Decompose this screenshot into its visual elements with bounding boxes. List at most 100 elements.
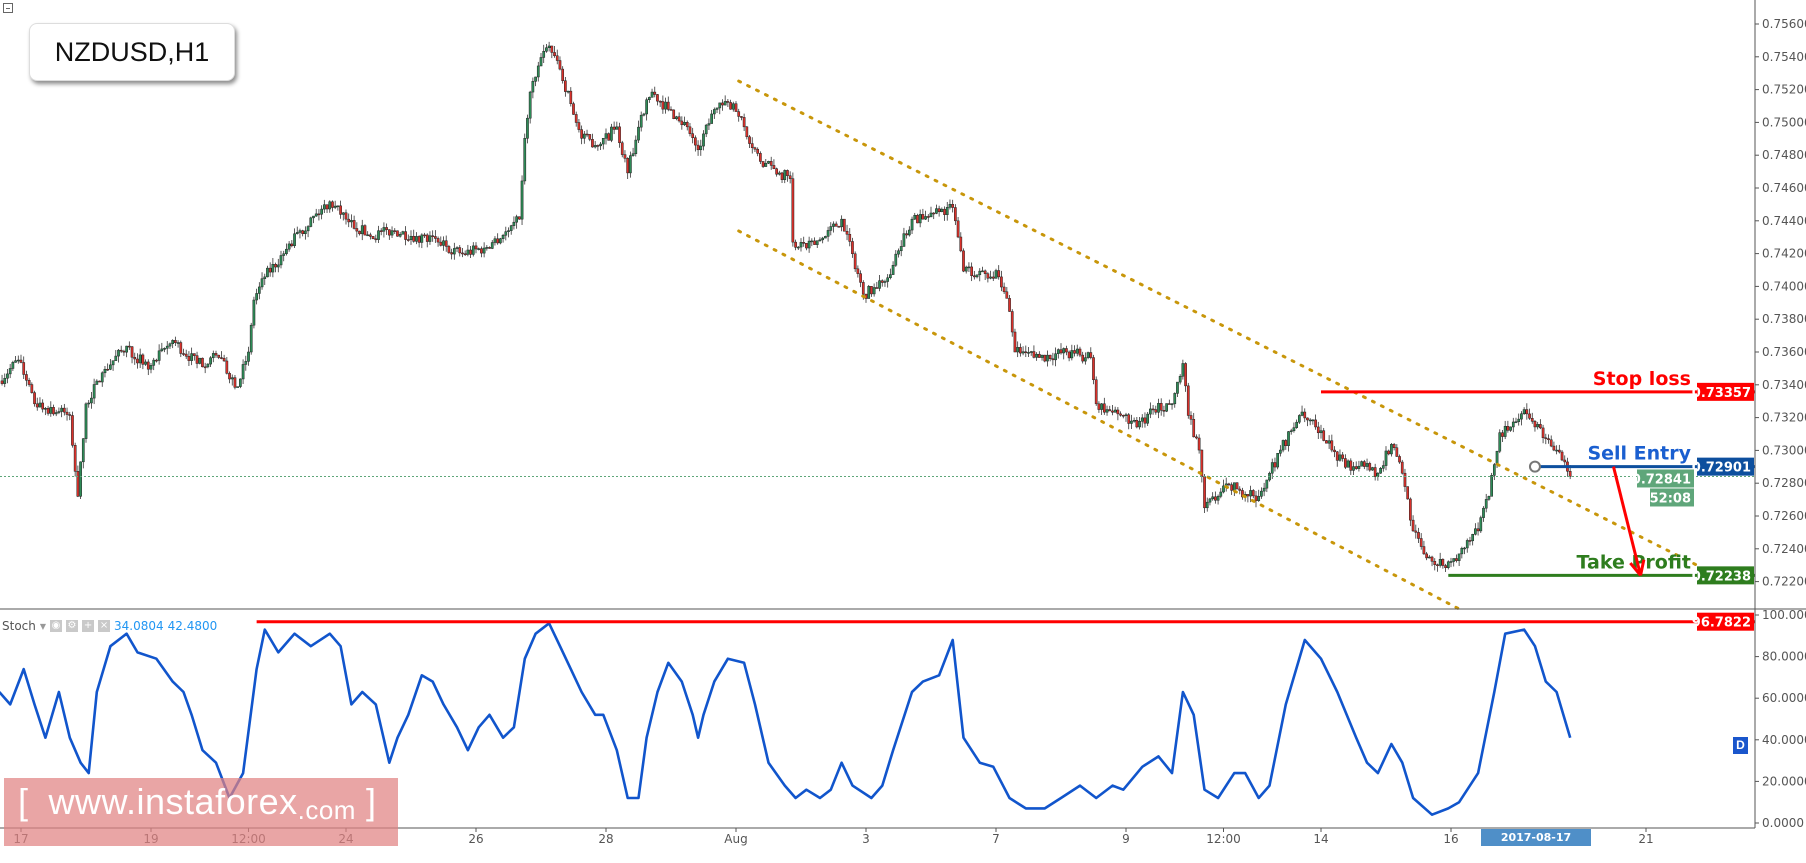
candle	[144, 361, 147, 365]
candle	[1568, 470, 1572, 477]
candle	[856, 268, 860, 274]
candle	[691, 133, 695, 138]
candle	[1357, 465, 1361, 469]
stoch-pane	[0, 620, 1755, 817]
candle	[883, 281, 887, 283]
candle	[73, 445, 77, 472]
candle	[813, 240, 816, 245]
candle	[618, 126, 621, 144]
candle	[1425, 553, 1428, 559]
candle	[214, 353, 218, 356]
candle	[742, 117, 746, 128]
candle	[1511, 421, 1515, 428]
candle	[458, 247, 462, 254]
candle	[1075, 348, 1079, 354]
candle	[504, 231, 508, 236]
candle	[266, 267, 269, 278]
eye-icon[interactable]: ◉	[50, 620, 63, 632]
candle	[317, 213, 321, 216]
candle	[1308, 419, 1312, 422]
indicator-name[interactable]: Stoch	[2, 619, 36, 633]
stoch-level-tag: 96.7822	[1692, 616, 1751, 631]
candle	[1517, 418, 1521, 422]
candle	[1208, 498, 1212, 503]
candle	[669, 109, 673, 111]
minimize-icon[interactable]	[3, 3, 13, 13]
settings-icon[interactable]: ⚙	[66, 620, 79, 632]
candle	[203, 366, 207, 369]
candle	[1487, 496, 1491, 500]
candle	[406, 239, 410, 241]
candle	[333, 205, 337, 208]
close-icon[interactable]: ×	[98, 620, 111, 632]
candle	[1016, 347, 1020, 353]
candle	[759, 153, 762, 162]
candle	[569, 90, 573, 104]
candle	[750, 143, 754, 148]
candle	[1276, 453, 1280, 468]
candle	[252, 299, 256, 326]
candle	[6, 373, 9, 379]
candle	[1227, 483, 1231, 486]
candle	[1281, 440, 1285, 451]
candle	[33, 392, 36, 405]
candle	[1046, 354, 1049, 362]
candle	[1381, 465, 1385, 469]
price-tick-label: 0.72200	[1762, 575, 1806, 589]
candle	[601, 137, 605, 145]
candle	[1287, 431, 1290, 446]
candle	[745, 126, 749, 138]
candle	[1333, 449, 1336, 453]
candle	[783, 170, 787, 180]
candle	[780, 172, 784, 180]
candle	[1349, 460, 1353, 471]
candle	[1514, 421, 1518, 423]
candle	[263, 276, 267, 279]
candle	[1176, 381, 1179, 394]
candle	[444, 240, 448, 247]
candle	[921, 214, 925, 220]
candle	[694, 137, 697, 146]
candle	[1170, 403, 1174, 406]
candle	[1021, 351, 1025, 354]
candle	[1105, 409, 1109, 413]
candle	[902, 233, 906, 247]
candle	[168, 343, 172, 347]
candle	[1319, 430, 1323, 434]
candle	[1387, 450, 1391, 455]
candle	[615, 126, 619, 130]
candle	[363, 225, 367, 236]
time-tick-label: 12:00	[1206, 832, 1241, 846]
candle	[92, 384, 96, 399]
candle	[943, 208, 946, 215]
take-profit-tag-bg	[1697, 566, 1754, 585]
candle	[1067, 351, 1071, 359]
candle	[821, 237, 825, 241]
candle	[401, 231, 405, 235]
candle	[764, 163, 768, 167]
bar-countdown-tag-bg	[1650, 488, 1694, 507]
candle	[853, 253, 857, 270]
candle	[1010, 311, 1014, 333]
candle	[1395, 447, 1399, 457]
candle	[220, 357, 223, 359]
time-tick-label: 7	[992, 832, 1000, 846]
candle	[320, 208, 323, 215]
candle	[1501, 432, 1504, 437]
candle	[1552, 445, 1556, 451]
candle	[1270, 462, 1274, 474]
candle	[325, 204, 329, 210]
chevron-down-icon[interactable]: ▼	[39, 621, 47, 631]
time-tick-label: 3	[862, 832, 870, 846]
candle	[731, 103, 735, 110]
candle	[1403, 472, 1407, 487]
candle	[1116, 409, 1120, 415]
candle	[653, 91, 657, 95]
candle	[98, 380, 101, 383]
add-icon[interactable]: +	[82, 620, 95, 632]
candle	[1089, 352, 1093, 358]
time-tick-label: 26	[468, 832, 483, 846]
